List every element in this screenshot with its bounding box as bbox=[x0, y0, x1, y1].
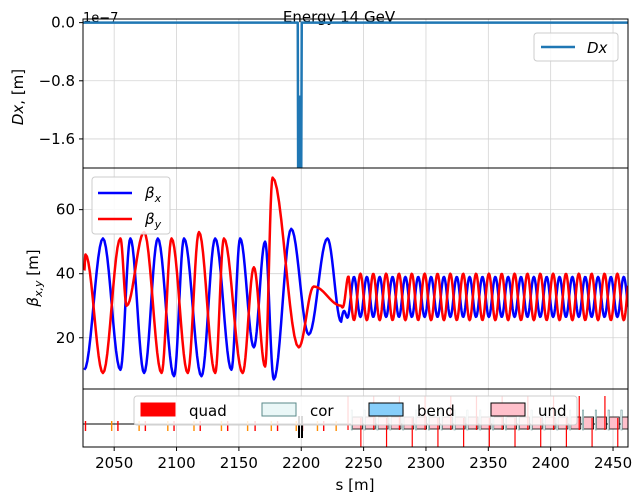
beta-legend: βx βy bbox=[91, 176, 171, 235]
small-quad-marker bbox=[144, 421, 147, 431]
beta-ytick-label: 40 bbox=[56, 265, 75, 283]
beta-ylabel: βx,y [m] bbox=[24, 249, 45, 307]
dx-legend-label: Dx bbox=[587, 39, 608, 57]
dx-legend-box bbox=[533, 32, 619, 62]
bend-marker bbox=[301, 416, 303, 438]
beta-legend-label-x: βx bbox=[144, 184, 162, 205]
quad-marker bbox=[514, 418, 516, 447]
x-tick-label: 2250 bbox=[345, 454, 383, 472]
legend-swatch-cor bbox=[261, 402, 297, 417]
dx-ytick-label: 0.0 bbox=[51, 14, 75, 32]
dx-ytick-label: −1.6 bbox=[39, 130, 75, 148]
x-tick-label: 2400 bbox=[532, 454, 570, 472]
x-tick-label: 2050 bbox=[95, 454, 133, 472]
small-quad-marker bbox=[335, 421, 337, 431]
quad-marker bbox=[463, 418, 465, 447]
dx-yticks: 0.0 −0.8 −1.6 bbox=[39, 14, 83, 148]
dx-series-line bbox=[83, 21, 628, 168]
layout-legend-box bbox=[133, 395, 578, 426]
small-quad-marker bbox=[173, 421, 175, 431]
legend-label-und: und bbox=[538, 402, 567, 420]
quad-marker bbox=[437, 418, 439, 447]
legend-label-bend: bend bbox=[417, 402, 455, 420]
x-tick-label: 2300 bbox=[407, 454, 445, 472]
panel-layout: quad cor bend und 2050 2100 2150 2200 2250 23… bbox=[82, 388, 632, 494]
small-quad-marker bbox=[117, 421, 119, 431]
beta-yticks: 20 40 60 bbox=[56, 201, 83, 347]
legend-label-cor: cor bbox=[310, 402, 334, 420]
corrector-marker bbox=[594, 409, 597, 431]
dx-ytick-label: −0.8 bbox=[39, 72, 75, 90]
small-quad-marker bbox=[246, 421, 249, 431]
corrector-marker bbox=[607, 409, 610, 431]
beta-series-line bbox=[83, 176, 628, 375]
beta-legend-label-y: βy bbox=[144, 210, 162, 231]
panel-beta: 20 40 60 βx,y [m] βx βy bbox=[24, 167, 629, 390]
x-tick-label: 2100 bbox=[157, 454, 195, 472]
small-quad-marker bbox=[226, 421, 229, 431]
dx-legend: Dx bbox=[533, 32, 619, 62]
small-quad-marker bbox=[199, 421, 201, 431]
small-quad-marker bbox=[110, 421, 113, 431]
quad-marker bbox=[604, 396, 606, 430]
corrector-marker bbox=[620, 409, 623, 431]
x-tick-label: 2350 bbox=[469, 454, 507, 472]
small-quad-marker bbox=[276, 421, 279, 431]
small-quad-marker bbox=[254, 421, 256, 431]
bend-marker bbox=[298, 416, 301, 438]
quad-marker bbox=[591, 418, 593, 447]
beta-ytick-label: 20 bbox=[56, 329, 75, 347]
x-tick-label: 2150 bbox=[220, 454, 258, 472]
dx-plot bbox=[83, 21, 628, 168]
corrector-marker bbox=[582, 409, 584, 431]
legend-swatch-bend bbox=[368, 402, 404, 417]
x-axis-ticks: 2050 2100 2150 2200 2250 2300 2350 2400 2450 bbox=[95, 447, 632, 472]
small-quad-marker bbox=[295, 421, 297, 431]
beta-plot bbox=[83, 176, 628, 381]
dx-ylabel: Dx, [m] bbox=[9, 69, 27, 125]
quad-marker bbox=[617, 418, 619, 447]
small-quad-marker bbox=[322, 421, 325, 431]
undulator-marker bbox=[621, 416, 628, 430]
small-quad-marker bbox=[84, 421, 87, 431]
small-quad-marker bbox=[270, 421, 273, 431]
quad-marker bbox=[360, 418, 362, 447]
small-quad-marker bbox=[316, 421, 319, 431]
x-tick-label: 2450 bbox=[594, 454, 632, 472]
quad-marker bbox=[540, 418, 542, 447]
layout-legend: quad cor bend und bbox=[133, 395, 578, 426]
quad-marker bbox=[385, 418, 388, 447]
layout-axes-frame bbox=[82, 388, 629, 448]
quad-marker bbox=[565, 418, 567, 447]
small-quad-marker bbox=[138, 421, 140, 431]
x-tick-label: 2200 bbox=[282, 454, 320, 472]
legend-label-quad: quad bbox=[189, 402, 227, 420]
x-axis-label: s [m] bbox=[336, 476, 375, 494]
quad-marker bbox=[411, 418, 413, 447]
quad-marker bbox=[488, 418, 490, 447]
small-quad-marker bbox=[220, 421, 223, 431]
legend-swatch-quad bbox=[140, 402, 176, 417]
small-quad-marker bbox=[167, 421, 169, 431]
legend-swatch-und bbox=[490, 402, 526, 417]
beta-ytick-label: 60 bbox=[56, 201, 75, 219]
quad-marker bbox=[578, 396, 580, 430]
panel-dispersion: 1e−7 0.0−0.8−1.6 Dx, [m] Dx bbox=[9, 11, 629, 169]
small-quad-marker bbox=[193, 421, 195, 431]
